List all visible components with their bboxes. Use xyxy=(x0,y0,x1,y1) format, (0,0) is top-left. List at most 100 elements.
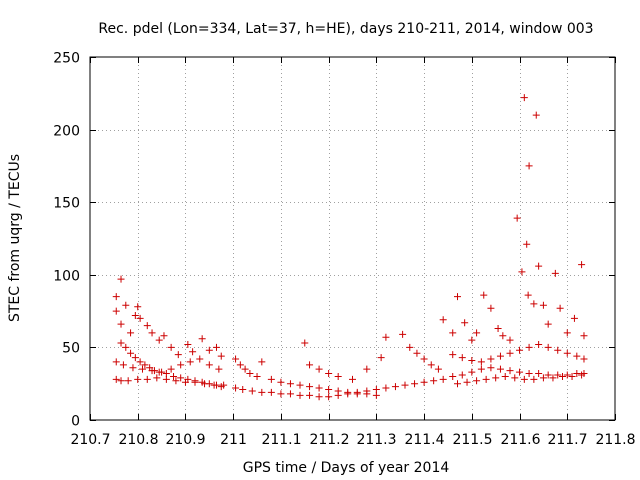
data-point xyxy=(570,314,578,322)
data-point xyxy=(277,390,285,398)
data-point xyxy=(131,354,139,362)
data-point xyxy=(306,383,314,391)
data-point xyxy=(325,393,333,401)
data-point xyxy=(477,365,485,373)
data-point xyxy=(201,380,209,388)
y-tick-label: 0 xyxy=(71,414,80,430)
data-point xyxy=(334,391,342,399)
data-point xyxy=(153,374,161,382)
data-point xyxy=(511,374,519,382)
data-point xyxy=(306,361,314,369)
data-point xyxy=(363,365,371,373)
data-point xyxy=(136,314,144,322)
plot-frame xyxy=(89,56,616,421)
data-point xyxy=(186,358,194,366)
data-point xyxy=(496,352,504,360)
data-point xyxy=(449,372,457,380)
x-tick-label: 211.4 xyxy=(404,432,444,448)
data-point xyxy=(523,240,531,248)
data-point xyxy=(210,381,218,389)
data-point xyxy=(143,322,151,330)
data-point xyxy=(117,275,125,283)
data-point xyxy=(487,355,495,363)
data-point xyxy=(167,365,175,373)
data-point xyxy=(406,343,414,351)
data-point xyxy=(141,361,149,369)
data-point xyxy=(544,343,552,351)
x-tick-label: 211.2 xyxy=(309,432,349,448)
data-point xyxy=(286,390,294,398)
data-point xyxy=(559,372,566,380)
data-point xyxy=(205,361,213,369)
data-point xyxy=(155,336,163,344)
x-tick-label: 210.9 xyxy=(165,432,205,448)
y-axis-label: STEC from uqrg / TECUs xyxy=(7,154,23,322)
data-point xyxy=(184,340,192,348)
data-point xyxy=(461,319,469,327)
data-point xyxy=(181,378,189,386)
data-point xyxy=(191,378,199,386)
data-point xyxy=(420,355,428,363)
data-point xyxy=(117,377,125,385)
data-point xyxy=(463,378,471,386)
data-point xyxy=(468,356,476,364)
data-point xyxy=(413,349,421,357)
data-point xyxy=(434,365,442,373)
data-point xyxy=(580,355,588,363)
data-point xyxy=(420,378,428,386)
data-point xyxy=(117,339,125,347)
data-point xyxy=(267,375,275,383)
data-point xyxy=(177,374,185,382)
data-point xyxy=(136,358,144,366)
data-point xyxy=(516,368,524,376)
x-axis-label: GPS time / Days of year 2014 xyxy=(243,460,450,476)
data-point xyxy=(189,348,197,356)
data-point xyxy=(349,375,356,383)
data-point xyxy=(494,325,502,333)
x-tick-label: 210.8 xyxy=(118,432,158,448)
data-point xyxy=(535,370,543,378)
data-point xyxy=(554,371,562,379)
data-point xyxy=(530,375,538,383)
data-point xyxy=(258,358,266,366)
data-point xyxy=(391,383,399,391)
y-tick-label: 150 xyxy=(53,196,80,212)
x-tick-label: 211.1 xyxy=(261,432,301,448)
data-point xyxy=(232,355,240,363)
data-point xyxy=(122,343,130,351)
data-point xyxy=(139,365,146,373)
data-point xyxy=(162,375,170,383)
data-point xyxy=(286,380,294,388)
data-point xyxy=(458,354,466,362)
data-point xyxy=(506,336,514,344)
data-point xyxy=(492,374,500,382)
data-point xyxy=(205,346,213,354)
data-point xyxy=(411,380,419,388)
data-point xyxy=(496,365,504,373)
data-point xyxy=(530,300,538,308)
data-point xyxy=(372,386,380,394)
data-point xyxy=(315,384,323,392)
data-point xyxy=(454,380,461,388)
data-point xyxy=(236,361,244,369)
data-point xyxy=(112,375,120,383)
data-point xyxy=(499,332,507,340)
data-point xyxy=(520,94,528,102)
data-point xyxy=(563,349,571,357)
data-point xyxy=(556,304,564,312)
data-point xyxy=(306,391,314,399)
data-point xyxy=(539,374,547,382)
data-point xyxy=(449,351,457,359)
data-point xyxy=(239,386,247,394)
data-point xyxy=(167,343,175,351)
axis-ticks: 210.7 210.8 210.9 211 211.1 211.2 211.3 211.4 21… xyxy=(53,51,635,449)
data-point xyxy=(568,372,576,380)
data-point xyxy=(215,365,223,373)
data-point xyxy=(158,368,166,376)
data-point xyxy=(549,374,557,382)
data-point xyxy=(325,370,333,378)
data-point xyxy=(382,384,390,392)
data-point xyxy=(112,293,120,301)
data-point xyxy=(554,346,562,354)
data-point xyxy=(480,291,488,299)
